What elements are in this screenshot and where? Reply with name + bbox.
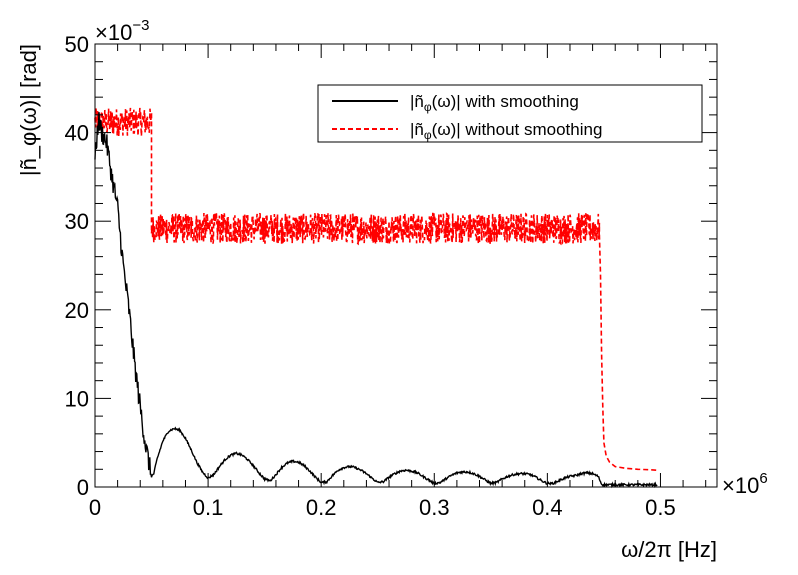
y-tick-label: 20 bbox=[65, 298, 89, 323]
y-tick-label: 50 bbox=[65, 32, 89, 57]
y-tick-label: 40 bbox=[65, 121, 89, 146]
x-tick-label: 0.1 bbox=[193, 495, 224, 520]
series-line-with-smoothing bbox=[94, 112, 658, 489]
axis-tick-labels: 0 0.1 0.2 0.3 0.4 0.5 0 10 20 30 40 50 bbox=[65, 32, 676, 520]
x-tick-label: 0.4 bbox=[532, 495, 563, 520]
y-axis-title: |ñ_φ(ω)| [rad] bbox=[16, 44, 41, 176]
x-axis-title: ω/2π [Hz] bbox=[621, 537, 717, 562]
x-tick-label: 0.2 bbox=[306, 495, 337, 520]
legend-label-without-smoothing: |ñφ(ω)| without smoothing bbox=[410, 120, 602, 142]
legend-box bbox=[317, 84, 703, 143]
x-multiplier-label: ×106 bbox=[722, 470, 768, 498]
plot-frame bbox=[94, 43, 718, 488]
legend: |ñφ(ω)| with smoothing |ñφ(ω)| without s… bbox=[317, 84, 703, 143]
legend-label-with-smoothing: |ñφ(ω)| with smoothing bbox=[410, 92, 579, 114]
y-tick-label: 10 bbox=[65, 386, 89, 411]
x-tick-label: 0 bbox=[89, 495, 101, 520]
x-tick-label: 0.3 bbox=[419, 495, 450, 520]
y-tick-label: 0 bbox=[77, 475, 89, 500]
y-multiplier-label: ×10−3 bbox=[95, 17, 149, 45]
axis-ticks bbox=[94, 43, 717, 488]
series-line-without-smoothing bbox=[94, 107, 658, 471]
plot-lines bbox=[94, 107, 658, 489]
x-tick-label: 0.5 bbox=[645, 495, 676, 520]
y-tick-label: 30 bbox=[65, 209, 89, 234]
